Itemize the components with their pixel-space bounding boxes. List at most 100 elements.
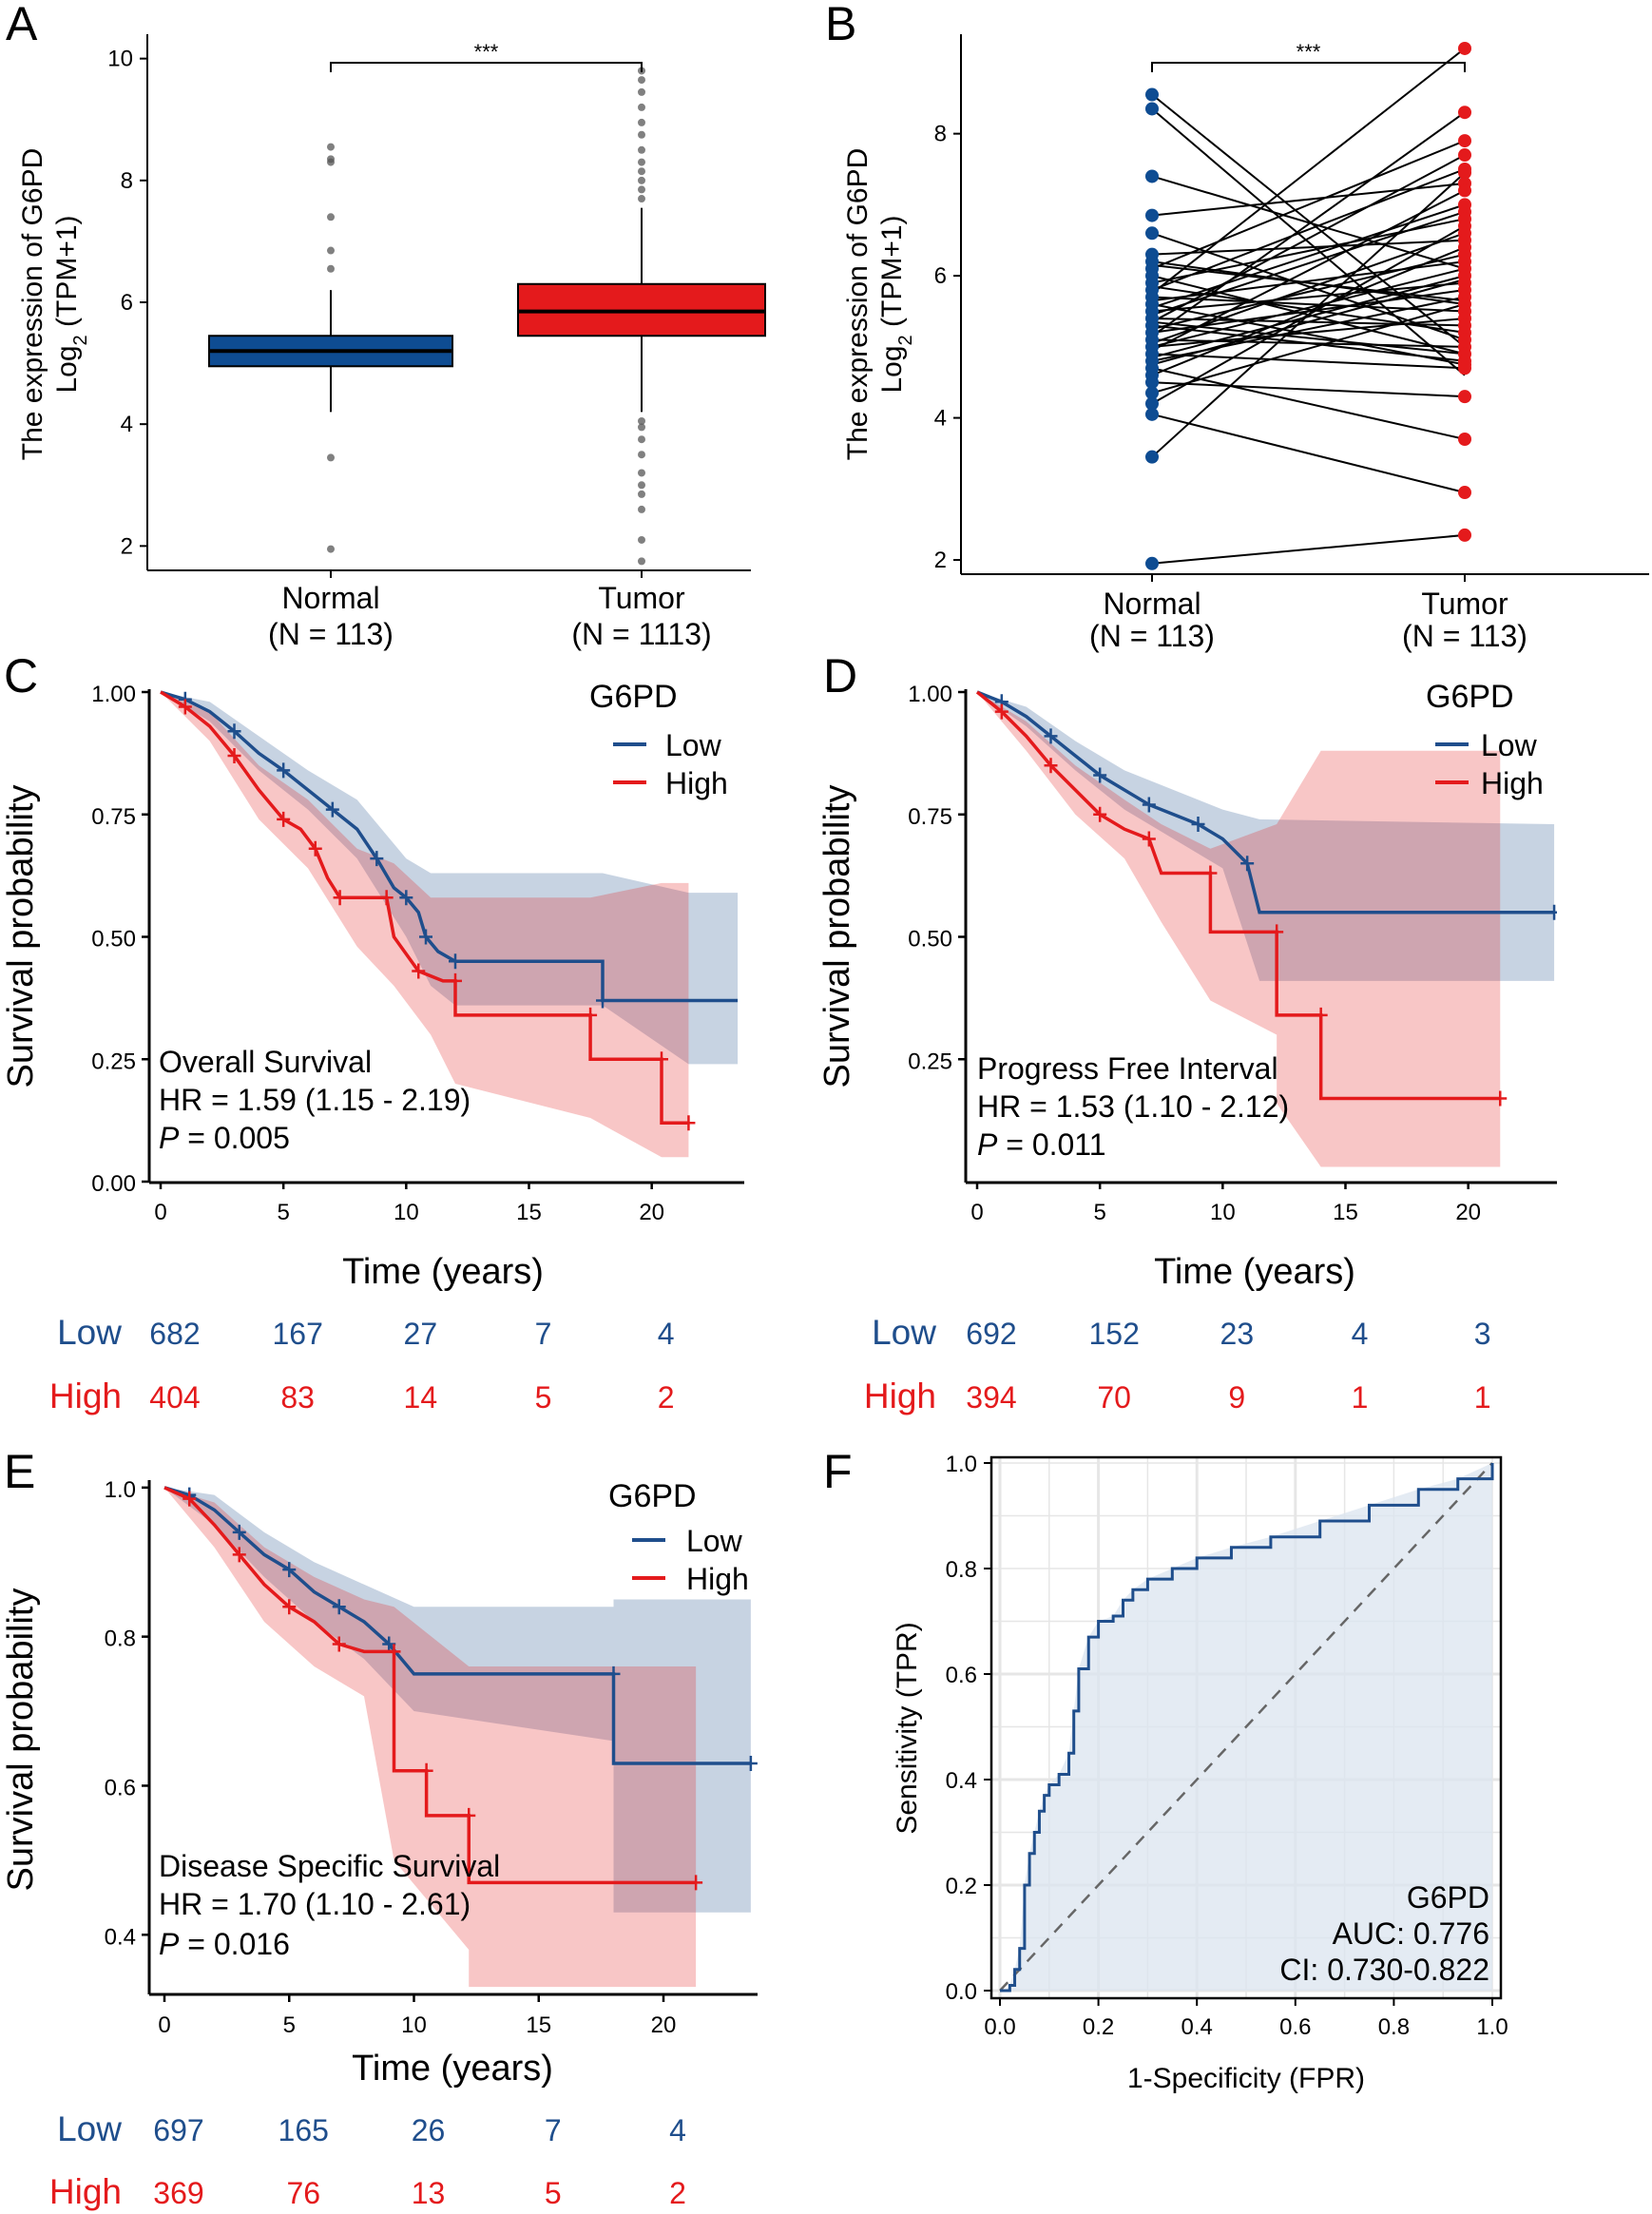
km-xtick-label: 5 <box>283 2012 296 2038</box>
risk-table-high-count: 14 <box>404 1380 438 1415</box>
paired-line <box>1151 413 1466 494</box>
panel-a-xtick-label: Normal <box>281 581 379 615</box>
high-survival-curve <box>975 690 1501 1101</box>
risk-table-low-count: 692 <box>966 1317 1016 1351</box>
low-survival-curve-censor <box>449 953 462 970</box>
high-survival-curve-censor <box>182 1491 197 1507</box>
low-survival-curve-censor <box>596 992 609 1009</box>
panel-e-km-disease-specific-survival: Survival probability Time (years) 0.4 0.6… <box>1 1477 758 2211</box>
paired-line <box>1151 281 1466 313</box>
panel-d-ylabel: Survival probability <box>817 785 857 1088</box>
roc-curve <box>1000 1463 1494 1993</box>
paired-line <box>1151 303 1466 395</box>
paired-line <box>1151 275 1466 359</box>
roc-xtick-label: 0.2 <box>1083 2014 1114 2040</box>
km-xtick-label: 15 <box>526 2012 551 2038</box>
low-ci-band <box>164 1487 751 1913</box>
high-survival-curve-censor <box>308 840 322 857</box>
high-survival-curve-censor <box>282 1599 297 1615</box>
panel-c-annotation-p: P = 0.005 <box>159 1121 290 1155</box>
high-survival-curve-censor <box>682 1115 696 1131</box>
paired-line <box>1151 111 1466 337</box>
panel-c-annotation-hr: HR = 1.59 (1.15 - 2.19) <box>159 1083 471 1117</box>
box-outlier-point <box>638 557 645 566</box>
box-outlier-point <box>638 195 645 203</box>
high-survival-curve <box>160 690 689 1125</box>
panel-b-paired-plot: The expression of G6PD Log2 (TPM+1) 2 4 6 8… <box>842 34 1649 653</box>
low-survival-curve-censor <box>232 1524 246 1540</box>
km-xtick-label: 15 <box>1333 1200 1358 1225</box>
panel-f-ylabel: Sensitivity (TPR) <box>892 1622 923 1834</box>
panel-label-a: A <box>6 0 38 50</box>
tumor-point <box>1458 41 1471 55</box>
panel-a-ylabel-line2: Log2 (TPM+1) <box>51 215 91 393</box>
km-xtick-label: 0 <box>154 1200 166 1225</box>
panel-a-ytick-label: 2 <box>121 533 133 559</box>
box-outlier-point <box>327 155 335 164</box>
normal-point <box>1145 407 1159 421</box>
panel-c-km-overall-survival: Survival probability Time (years) 0.00 0.… <box>1 679 744 1415</box>
risk-table-high-count: 2 <box>669 2176 686 2210</box>
panel-e-legend-title: G6PD <box>608 1478 697 1514</box>
panel-c-xlabel: Time (years) <box>342 1252 544 1292</box>
box-outlier-point <box>638 176 645 184</box>
panel-e-xlabel: Time (years) <box>352 2049 553 2089</box>
paired-line <box>1151 154 1466 323</box>
roc-xtick-label: 0.0 <box>984 2014 1015 2040</box>
km-ytick-label: 0.75 <box>91 804 136 830</box>
box-outlier-point <box>638 76 645 85</box>
risk-table-high-count: 1 <box>1352 1380 1369 1415</box>
roc-ytick-label: 0.2 <box>946 1874 977 1899</box>
high-survival-curve-censor <box>449 972 462 989</box>
tumor-point <box>1458 183 1471 198</box>
panel-a-ytick-label: 4 <box>121 412 133 437</box>
paired-line <box>1151 533 1466 565</box>
panel-b-xtick-label: Tumor <box>1421 587 1508 621</box>
risk-table-high-count: 5 <box>535 1380 552 1415</box>
risk-table-high-count: 2 <box>658 1380 675 1415</box>
panel-c-legend-low: Low <box>665 728 722 762</box>
km-xtick-label: 0 <box>158 2012 170 2038</box>
high-survival-curve-censor <box>227 747 241 763</box>
low-ci-band <box>161 692 739 1065</box>
panel-d-xlabel: Time (years) <box>1154 1252 1355 1292</box>
risk-table-high-count: 70 <box>1097 1380 1131 1415</box>
risk-table-low-count: 167 <box>272 1317 322 1351</box>
box-outlier-point <box>638 167 645 176</box>
paired-line <box>1151 267 1466 348</box>
normal-point <box>1145 556 1159 570</box>
high-survival-curve-censor <box>333 890 347 906</box>
low-survival-curve-censor <box>1142 797 1156 813</box>
low-survival-curve <box>976 690 1555 914</box>
low-survival-curve-censor <box>743 1755 758 1771</box>
high-survival-curve-censor <box>1203 865 1218 881</box>
panel-b-ytick-label: 6 <box>934 263 947 289</box>
panel-a-ytick-label: 6 <box>121 290 133 316</box>
km-xtick-label: 10 <box>1210 1200 1236 1225</box>
high-ci-band <box>161 692 689 1158</box>
box-outlier-point <box>638 87 645 96</box>
paired-line <box>1151 232 1466 341</box>
low-ci-band <box>977 692 1555 981</box>
tumor-point <box>1458 390 1471 404</box>
km-ytick-label: 0.6 <box>105 1775 136 1800</box>
normal-point <box>1145 450 1159 464</box>
risk-table-high-count: 76 <box>286 2176 320 2210</box>
normal-point <box>1145 169 1159 183</box>
panel-label-f: F <box>823 1445 853 1498</box>
panel-label-c: C <box>4 649 38 703</box>
box-outlier-point <box>638 118 645 126</box>
box-outlier-point <box>327 246 335 255</box>
box-outlier-point <box>638 185 645 194</box>
box-outlier-point <box>638 130 645 139</box>
low-survival-curve-censor <box>370 851 384 867</box>
km-xtick-label: 20 <box>651 2012 677 2038</box>
paired-line <box>1151 338 1466 348</box>
panel-b-n-label: (N = 113) <box>1402 619 1527 653</box>
high-survival-curve <box>163 1486 697 1885</box>
high-survival-curve-censor <box>379 890 394 906</box>
risk-table-low-count: 4 <box>658 1317 675 1351</box>
normal-point <box>1145 396 1159 411</box>
normal-point <box>1145 386 1159 400</box>
